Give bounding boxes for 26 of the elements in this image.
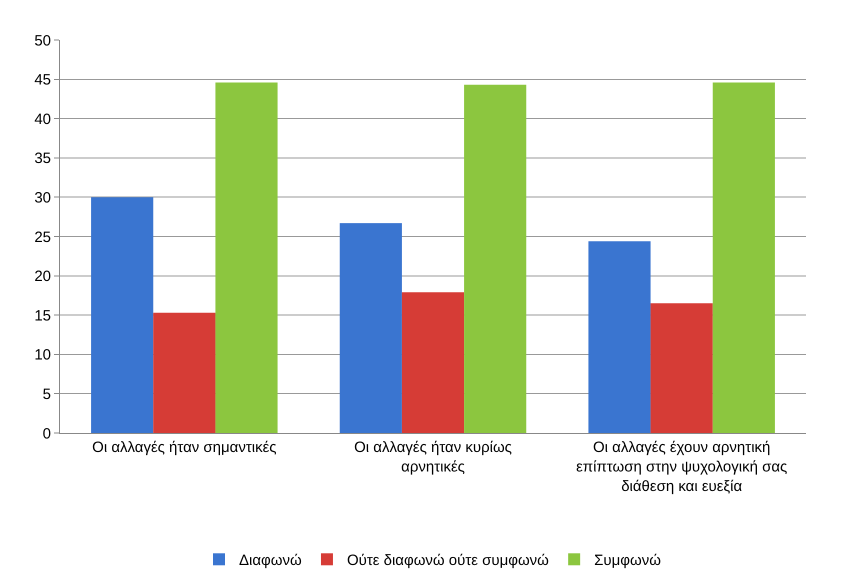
y-tick-label: 30: [34, 189, 51, 206]
x-tick-label: Οι αλλαγές έχουν αρνητική επίπτωση στην ψυχολογική σας διάθεση και ευεξία: [576, 439, 788, 495]
y-tick-label: 45: [34, 72, 51, 89]
y-tick-label: 10: [34, 346, 51, 364]
bar: [91, 197, 154, 433]
y-tick-label: 0: [42, 425, 51, 442]
y-tick-label: 15: [34, 307, 51, 324]
legend-label: Διαφωνώ: [239, 552, 302, 570]
legend-label: Ούτε διαφωνώ ούτε συμφωνώ: [346, 552, 550, 570]
bar: [650, 303, 713, 433]
y-tick-label: 50: [34, 32, 51, 50]
bar: [464, 84, 526, 433]
y-tick-label: 20: [34, 268, 51, 286]
bar: [588, 241, 651, 433]
x-tick-label: Οι αλλαγές ήταν κυρίως αρνητικές: [354, 439, 512, 476]
y-tick-label: 5: [42, 386, 51, 403]
bar: [340, 223, 402, 433]
legend-label: Συμφωνώ: [594, 552, 662, 570]
bar: [712, 82, 775, 433]
y-tick-label: 25: [34, 228, 51, 246]
y-tick-label: 35: [34, 150, 51, 168]
bar: [215, 82, 278, 433]
bar: [153, 312, 216, 433]
bar: [402, 292, 464, 433]
y-tick-label: 40: [34, 110, 51, 128]
x-tick-label: Οι αλλαγές ήταν σημαντικές: [92, 439, 277, 456]
